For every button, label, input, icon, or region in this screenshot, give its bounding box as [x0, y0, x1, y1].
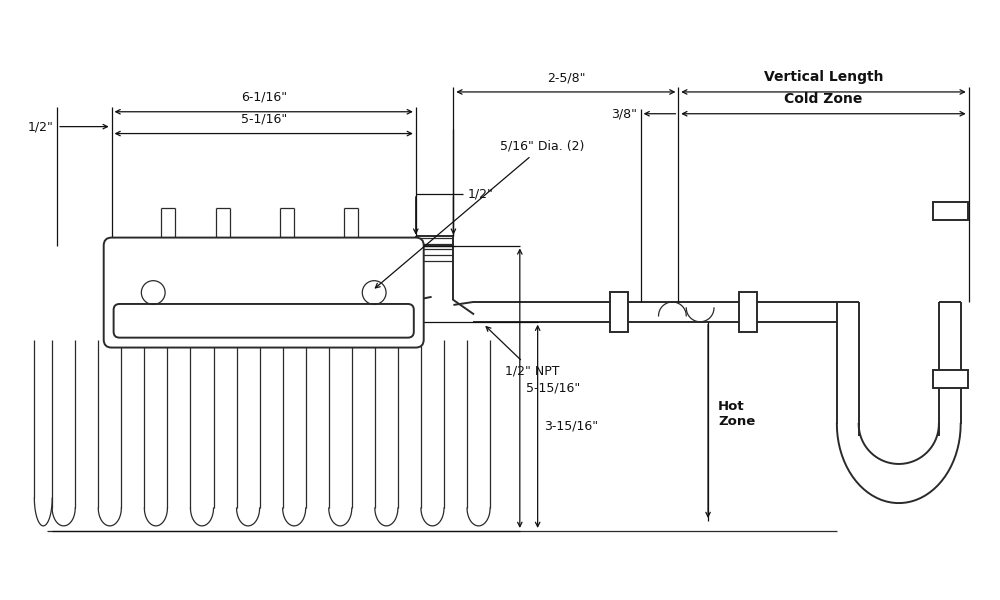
FancyBboxPatch shape [114, 304, 414, 338]
Text: Cold Zone: Cold Zone [784, 92, 863, 106]
Text: 1/2" NPT: 1/2" NPT [486, 326, 559, 377]
Text: 5-1/16": 5-1/16" [241, 113, 287, 125]
Text: 5-15/16": 5-15/16" [526, 382, 580, 395]
Text: 3/8": 3/8" [611, 107, 637, 120]
Text: 1/2": 1/2" [467, 187, 493, 200]
Text: Hot
Zone: Hot Zone [718, 400, 755, 428]
Text: Vertical Length: Vertical Length [764, 70, 883, 84]
Text: 5/16" Dia. (2): 5/16" Dia. (2) [375, 140, 584, 288]
Text: 1/2": 1/2" [27, 120, 53, 133]
Bar [739, 292, 757, 332]
Text: 3-15/16": 3-15/16" [544, 420, 598, 433]
FancyBboxPatch shape [104, 238, 424, 347]
Bar [610, 292, 628, 332]
Bar [933, 370, 968, 388]
Text: 2-5/8": 2-5/8" [547, 71, 585, 84]
Bar [933, 202, 968, 220]
Text: 6-1/16": 6-1/16" [241, 91, 287, 104]
